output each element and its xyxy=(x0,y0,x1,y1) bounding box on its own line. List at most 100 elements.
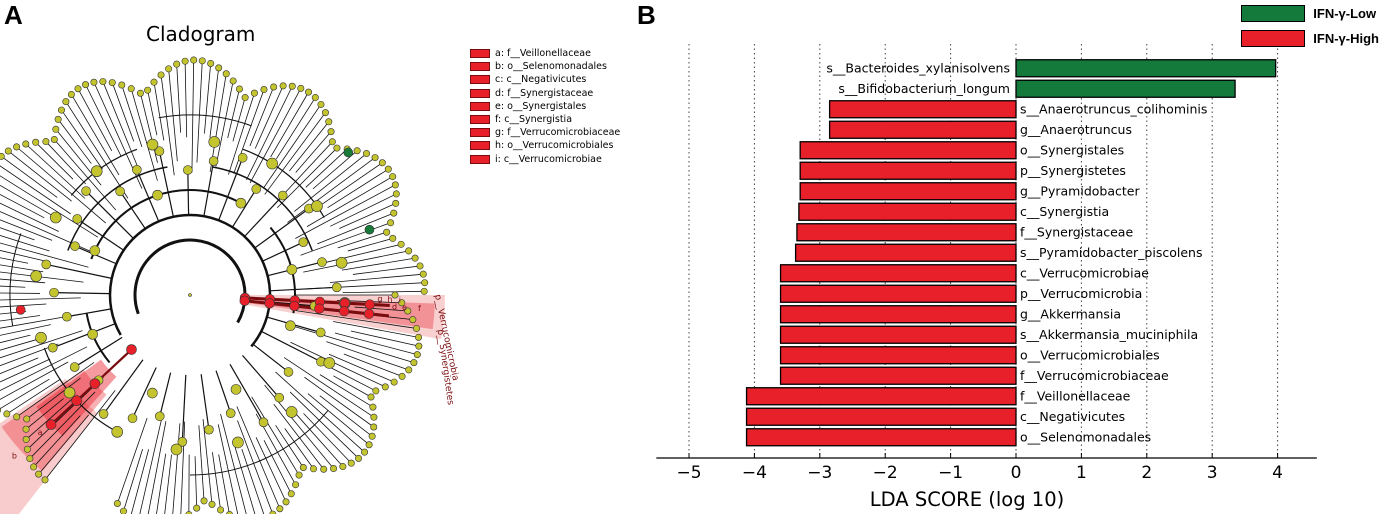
legend-swatch xyxy=(470,128,490,138)
taxon-node xyxy=(108,79,116,87)
legend-item: f: c__Synergistia xyxy=(470,113,620,126)
bar-label: c__Synergistia xyxy=(1020,204,1109,219)
taxon-node xyxy=(63,386,76,399)
taxon-node xyxy=(384,165,392,173)
taxon-node xyxy=(311,94,319,102)
branch xyxy=(273,403,324,470)
branch xyxy=(0,278,46,284)
taxon-node xyxy=(230,384,242,395)
taxon-node xyxy=(157,71,165,79)
taxon-node xyxy=(410,359,418,367)
legend-item: i: c__Verrucomicrobiae xyxy=(470,153,620,166)
taxon-node xyxy=(368,432,376,440)
branch xyxy=(328,353,395,383)
legend-swatch xyxy=(470,101,490,111)
taxon-node xyxy=(150,78,158,86)
branch xyxy=(0,271,84,283)
branch xyxy=(232,97,246,142)
taxon-node xyxy=(411,254,419,262)
branch xyxy=(334,332,418,356)
lda-bar xyxy=(828,100,1017,119)
branch xyxy=(264,112,326,195)
clade-letter: d xyxy=(392,302,397,311)
taxon-node xyxy=(289,300,300,312)
taxon-node xyxy=(147,387,158,399)
branch xyxy=(251,396,300,476)
x-tick-label: −2 xyxy=(873,463,898,483)
taxon-node xyxy=(0,152,5,160)
lda-bar xyxy=(799,141,1017,160)
clade-letter: e xyxy=(402,303,407,312)
bar-label: g__Akkermansia xyxy=(1020,306,1121,321)
branch xyxy=(337,231,387,249)
taxon-node xyxy=(333,144,341,152)
branch xyxy=(319,395,373,437)
taxon-node xyxy=(317,257,327,267)
taxon-node xyxy=(146,138,159,151)
branch xyxy=(237,420,274,514)
clade-letter: g xyxy=(377,295,382,304)
branch xyxy=(0,343,59,367)
bar-label: s__Akkermansia_muciniphila xyxy=(1020,327,1198,342)
taxon-node xyxy=(419,270,427,278)
taxon-node xyxy=(279,82,287,90)
branch xyxy=(202,419,213,505)
taxon-node xyxy=(369,403,377,411)
lda-bar xyxy=(1015,79,1236,98)
taxon-node xyxy=(343,147,354,158)
x-tick-label: −3 xyxy=(807,463,832,483)
bar-label: s__Pyramidobacter_piscolens xyxy=(1020,245,1202,260)
bar-label: f__Veillonellaceae xyxy=(1020,388,1131,403)
branch xyxy=(0,324,51,336)
taxon-node xyxy=(331,282,342,293)
taxon-node xyxy=(405,366,413,374)
branch xyxy=(231,188,257,228)
branch xyxy=(312,150,358,190)
taxon-node xyxy=(183,165,193,175)
taxon-node xyxy=(415,333,423,341)
branch xyxy=(303,250,409,273)
branch xyxy=(25,397,74,440)
taxon-node xyxy=(235,197,247,209)
branch xyxy=(218,454,230,514)
taxon-node xyxy=(226,511,233,514)
branch xyxy=(85,190,134,239)
taxon-node xyxy=(398,372,406,380)
x-tick-label: −5 xyxy=(676,463,701,483)
branch xyxy=(350,330,419,347)
bar-label: s__Bacteroides_xylanisolvens xyxy=(826,60,1010,75)
branch xyxy=(25,143,86,199)
taxon-node xyxy=(67,90,75,98)
taxon-node xyxy=(177,436,188,447)
lda-bar xyxy=(1015,59,1277,78)
taxon-node xyxy=(126,344,137,355)
taxon-node xyxy=(45,419,57,430)
taxon-node xyxy=(154,411,165,422)
taxon-node xyxy=(215,64,223,72)
branch xyxy=(261,330,322,363)
branch xyxy=(354,306,408,312)
taxon-node xyxy=(282,498,290,506)
branch xyxy=(25,398,64,430)
branch xyxy=(187,170,190,216)
lda-bar xyxy=(794,243,1017,262)
branch xyxy=(319,162,383,207)
taxon-node xyxy=(208,500,216,508)
legend-item-low: IFN-γ-Low xyxy=(1241,1,1379,25)
taxon-node xyxy=(144,86,152,94)
taxon-node xyxy=(71,395,82,407)
branch xyxy=(0,227,35,241)
x-tick-label: 3 xyxy=(1207,463,1218,483)
legend-item: g: f__Verrucomicrobiaceae xyxy=(470,126,620,139)
branch xyxy=(181,374,187,442)
taxon-node xyxy=(390,209,398,217)
taxon-node xyxy=(283,367,294,377)
branch xyxy=(204,63,212,134)
branch xyxy=(0,193,45,219)
branch xyxy=(191,60,195,173)
branch xyxy=(303,413,352,464)
taxon-node xyxy=(232,436,244,449)
branch xyxy=(194,456,198,509)
legend-label: c: c__Negativicutes xyxy=(495,74,587,86)
taxon-node xyxy=(198,57,206,65)
